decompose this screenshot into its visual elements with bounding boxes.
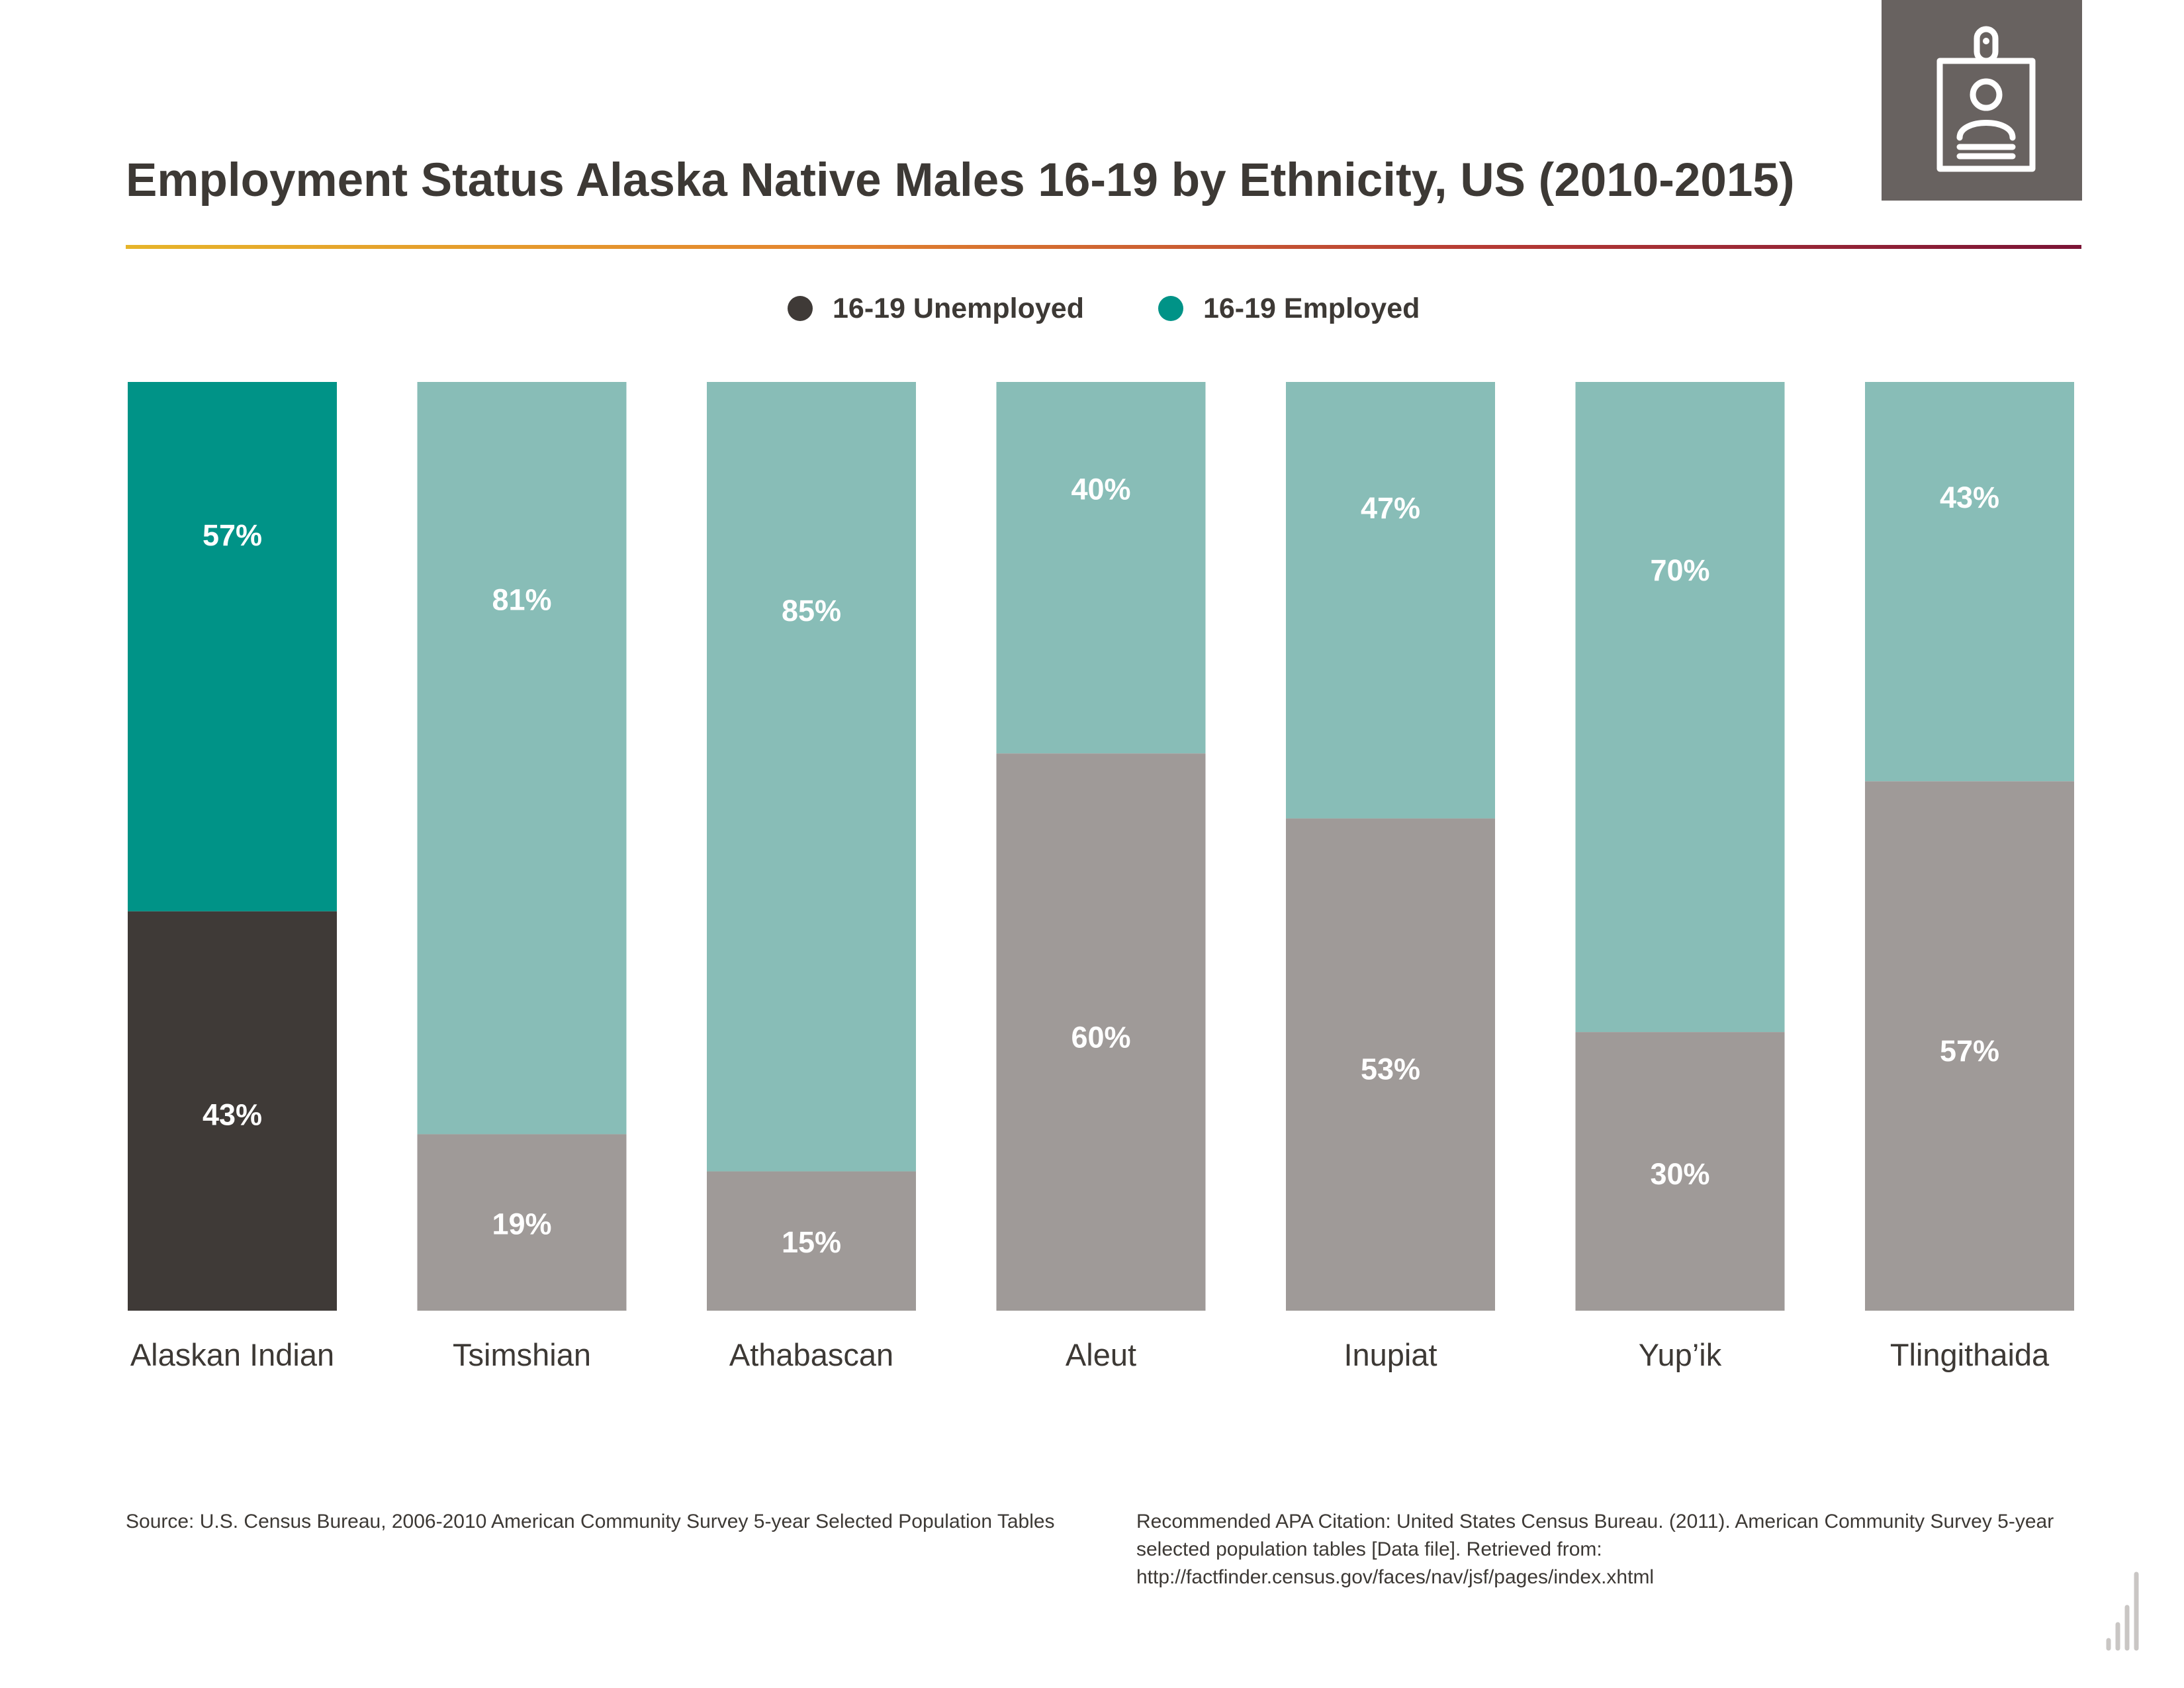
data-label-employed-alaskan-indian: 57% — [203, 518, 262, 552]
data-label-unemployed-alaskan-indian: 43% — [203, 1098, 262, 1131]
data-label-unemployed-athabascan: 15% — [782, 1225, 841, 1259]
bar-unemployed-tlingithaida — [1865, 781, 2074, 1311]
data-label-employed-inupiat: 47% — [1361, 491, 1420, 525]
bar-unemployed-alaskan-indian — [128, 911, 337, 1311]
data-label-employed-tsimshian: 81% — [492, 583, 551, 617]
category-label-tlingithaida: Tlingithaida — [1890, 1337, 2050, 1372]
title-divider — [126, 245, 2081, 249]
bar-employed-tlingithaida — [1865, 382, 2074, 782]
legend-dot-employed — [1158, 296, 1183, 321]
data-label-employed-athabascan: 85% — [782, 594, 841, 628]
bar-employed-yup-ik — [1575, 382, 1785, 1033]
id-badge-person-icon — [1882, 0, 2082, 201]
legend-label-unemployed: 16-19 Unemployed — [833, 292, 1084, 324]
bar-unemployed-yup-ik — [1575, 1032, 1785, 1311]
data-label-unemployed-tsimshian: 19% — [492, 1207, 551, 1241]
bar-employed-tsimshian — [417, 382, 627, 1135]
data-label-employed-tlingithaida: 43% — [1940, 481, 1999, 514]
legend-item-unemployed: 16-19 Unemployed — [788, 293, 1084, 325]
data-label-unemployed-aleut: 60% — [1071, 1021, 1130, 1055]
category-label-alaskan-indian: Alaskan Indian — [130, 1337, 334, 1372]
stacked-bar-chart: 57% 43% Alaskan Indian 81% 19% Tsimshian 85% 15… — [128, 382, 2074, 1372]
bar-employed-alaskan-indian — [128, 382, 337, 912]
chart-legend: 16-19 Unemployed 16-19 Employed — [788, 289, 1494, 328]
data-label-unemployed-inupiat: 53% — [1361, 1053, 1420, 1086]
bar-employed-athabascan — [707, 382, 916, 1172]
bar-employed-inupiat — [1286, 382, 1495, 819]
category-label-yup-ik: Yup’ik — [1639, 1337, 1722, 1372]
category-label-aleut: Aleut — [1066, 1337, 1136, 1372]
data-label-employed-aleut: 40% — [1071, 473, 1130, 506]
bar-unemployed-aleut — [996, 753, 1206, 1311]
bar-unemployed-athabascan — [707, 1171, 916, 1311]
apa-citation: Recommended APA Citation: United States … — [1136, 1511, 2054, 1588]
source-note: Source: U.S. Census Bureau, 2006-2010 Am… — [126, 1511, 1055, 1532]
legend-item-employed: 16-19 Employed — [1158, 293, 1420, 325]
bar-employed-aleut — [996, 382, 1206, 754]
data-label-unemployed-yup-ik: 30% — [1650, 1157, 1709, 1191]
bar-unemployed-tsimshian — [417, 1134, 627, 1311]
data-label-employed-yup-ik: 70% — [1650, 553, 1709, 587]
legend-label-employed: 16-19 Employed — [1203, 292, 1420, 324]
category-label-inupiat: Inupiat — [1343, 1337, 1437, 1372]
id-badge-person-icon-graphic — [1936, 26, 2036, 172]
category-label-tsimshian: Tsimshian — [453, 1337, 591, 1372]
chart-title: Employment Status Alaska Native Males 16… — [126, 154, 1795, 207]
legend-dot-unemployed — [788, 296, 813, 321]
data-label-unemployed-tlingithaida: 57% — [1940, 1034, 1999, 1068]
category-label-athabascan: Athabascan — [729, 1337, 893, 1372]
bar-growth-logo-icon — [2105, 1569, 2144, 1655]
bar-growth-logo-graphic — [2106, 1571, 2139, 1651]
bar-unemployed-inupiat — [1286, 818, 1495, 1311]
